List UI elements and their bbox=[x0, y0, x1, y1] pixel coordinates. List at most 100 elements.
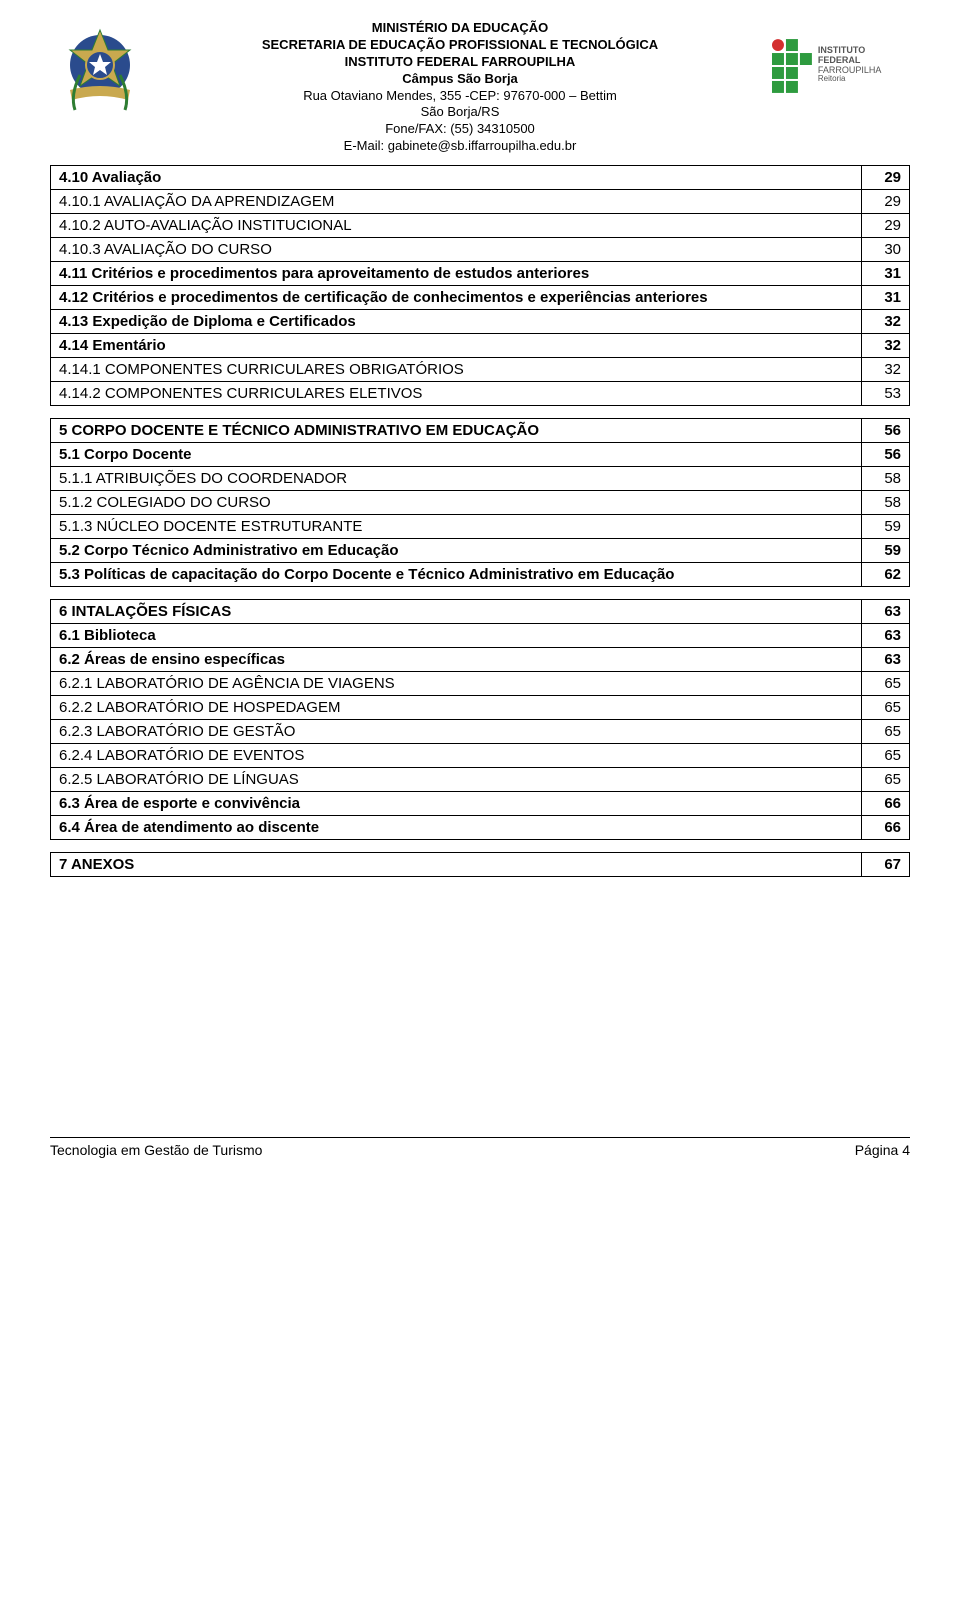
institute-line: INSTITUTO FEDERAL FARROUPILHA bbox=[160, 54, 760, 71]
toc-title-cell: 4.10.2 AUTO-AVALIAÇÃO INSTITUCIONAL bbox=[51, 214, 862, 238]
toc-page-cell: 65 bbox=[862, 720, 910, 744]
header-text-block: MINISTÉRIO DA EDUCAÇÃO SECRETARIA DE EDU… bbox=[160, 20, 760, 155]
toc-row: 5.1.3 NÚCLEO DOCENTE ESTRUTURANTE59 bbox=[51, 515, 910, 539]
toc-title-cell: 5.2 Corpo Técnico Administrativo em Educ… bbox=[51, 539, 862, 563]
address-line: Rua Otaviano Mendes, 355 -CEP: 97670-000… bbox=[160, 88, 760, 105]
campus-line: Câmpus São Borja bbox=[160, 71, 760, 88]
toc-title-cell: 4.11 Critérios e procedimentos para apro… bbox=[51, 262, 862, 286]
table-of-contents: 4.10 Avaliação294.10.1 AVALIAÇÃO DA APRE… bbox=[50, 165, 910, 877]
toc-title-cell: 5.1.1 ATRIBUIÇÕES DO COORDENADOR bbox=[51, 467, 862, 491]
toc-row: 4.10.3 AVALIAÇÃO DO CURSO30 bbox=[51, 238, 910, 262]
toc-page-cell: 63 bbox=[862, 624, 910, 648]
toc-title-cell: 6.3 Área de esporte e convivência bbox=[51, 792, 862, 816]
toc-page-cell: 65 bbox=[862, 768, 910, 792]
toc-page-cell: 59 bbox=[862, 515, 910, 539]
toc-title-cell: 4.10 Avaliação bbox=[51, 166, 862, 190]
toc-title-cell: 5.1.3 NÚCLEO DOCENTE ESTRUTURANTE bbox=[51, 515, 862, 539]
toc-title-cell: 4.12 Critérios e procedimentos de certif… bbox=[51, 286, 862, 310]
toc-title-cell: 6.4 Área de atendimento ao discente bbox=[51, 816, 862, 840]
toc-page-cell: 56 bbox=[862, 419, 910, 443]
toc-page-cell: 58 bbox=[862, 491, 910, 515]
toc-row: 4.10.1 AVALIAÇÃO DA APRENDIZAGEM29 bbox=[51, 190, 910, 214]
toc-row: 6.2.3 LABORATÓRIO DE GESTÃO65 bbox=[51, 720, 910, 744]
ministry-line: MINISTÉRIO DA EDUCAÇÃO bbox=[160, 20, 760, 37]
toc-page-cell: 32 bbox=[862, 334, 910, 358]
brazil-coat-of-arms-icon bbox=[50, 20, 150, 120]
toc-row: 4.10 Avaliação29 bbox=[51, 166, 910, 190]
toc-section-table: 5 CORPO DOCENTE E TÉCNICO ADMINISTRATIVO… bbox=[50, 418, 910, 587]
logo-line3: Reitoria bbox=[818, 75, 910, 84]
toc-row: 5.1 Corpo Docente56 bbox=[51, 443, 910, 467]
toc-row: 4.14 Ementário32 bbox=[51, 334, 910, 358]
toc-title-cell: 6.1 Biblioteca bbox=[51, 624, 862, 648]
footer-left: Tecnologia em Gestão de Turismo bbox=[50, 1142, 262, 1158]
toc-page-cell: 29 bbox=[862, 166, 910, 190]
toc-row: 5.2 Corpo Técnico Administrativo em Educ… bbox=[51, 539, 910, 563]
toc-row: 4.14.1 COMPONENTES CURRICULARES OBRIGATÓ… bbox=[51, 358, 910, 382]
toc-row: 5.1.2 COLEGIADO DO CURSO58 bbox=[51, 491, 910, 515]
toc-title-cell: 6 INTALAÇÕES FÍSICAS bbox=[51, 600, 862, 624]
toc-page-cell: 53 bbox=[862, 382, 910, 406]
toc-row: 4.14.2 COMPONENTES CURRICULARES ELETIVOS… bbox=[51, 382, 910, 406]
toc-page-cell: 29 bbox=[862, 190, 910, 214]
logo-line1: INSTITUTO FEDERAL bbox=[818, 46, 910, 66]
toc-title-cell: 5.1 Corpo Docente bbox=[51, 443, 862, 467]
toc-title-cell: 6.2.1 LABORATÓRIO DE AGÊNCIA DE VIAGENS bbox=[51, 672, 862, 696]
toc-row: 6.2.2 LABORATÓRIO DE HOSPEDAGEM65 bbox=[51, 696, 910, 720]
toc-title-cell: 6.2.2 LABORATÓRIO DE HOSPEDAGEM bbox=[51, 696, 862, 720]
toc-section-table: 4.10 Avaliação294.10.1 AVALIAÇÃO DA APRE… bbox=[50, 165, 910, 406]
toc-page-cell: 30 bbox=[862, 238, 910, 262]
toc-title-cell: 4.14 Ementário bbox=[51, 334, 862, 358]
toc-page-cell: 32 bbox=[862, 358, 910, 382]
toc-section-table: 6 INTALAÇÕES FÍSICAS636.1 Biblioteca636.… bbox=[50, 599, 910, 840]
document-header: MINISTÉRIO DA EDUCAÇÃO SECRETARIA DE EDU… bbox=[50, 20, 910, 155]
toc-page-cell: 67 bbox=[862, 853, 910, 877]
toc-title-cell: 5.1.2 COLEGIADO DO CURSO bbox=[51, 491, 862, 515]
toc-title-cell: 4.10.3 AVALIAÇÃO DO CURSO bbox=[51, 238, 862, 262]
toc-page-cell: 31 bbox=[862, 286, 910, 310]
toc-page-cell: 66 bbox=[862, 816, 910, 840]
toc-row: 4.10.2 AUTO-AVALIAÇÃO INSTITUCIONAL29 bbox=[51, 214, 910, 238]
instituto-federal-logo: INSTITUTO FEDERAL FARROUPILHA Reitoria bbox=[770, 20, 910, 110]
toc-title-cell: 4.10.1 AVALIAÇÃO DA APRENDIZAGEM bbox=[51, 190, 862, 214]
toc-page-cell: 63 bbox=[862, 600, 910, 624]
toc-title-cell: 4.13 Expedição de Diploma e Certificados bbox=[51, 310, 862, 334]
toc-page-cell: 59 bbox=[862, 539, 910, 563]
toc-row: 6.2 Áreas de ensino específicas63 bbox=[51, 648, 910, 672]
toc-row: 5.1.1 ATRIBUIÇÕES DO COORDENADOR58 bbox=[51, 467, 910, 491]
toc-title-cell: 7 ANEXOS bbox=[51, 853, 862, 877]
if-logo-text: INSTITUTO FEDERAL FARROUPILHA Reitoria bbox=[818, 46, 910, 84]
toc-row: 4.11 Critérios e procedimentos para apro… bbox=[51, 262, 910, 286]
toc-row: 6.4 Área de atendimento ao discente66 bbox=[51, 816, 910, 840]
toc-page-cell: 32 bbox=[862, 310, 910, 334]
toc-row: 6.2.4 LABORATÓRIO DE EVENTOS65 bbox=[51, 744, 910, 768]
toc-row: 6 INTALAÇÕES FÍSICAS63 bbox=[51, 600, 910, 624]
toc-row: 4.12 Critérios e procedimentos de certif… bbox=[51, 286, 910, 310]
toc-page-cell: 62 bbox=[862, 563, 910, 587]
toc-title-cell: 6.2 Áreas de ensino específicas bbox=[51, 648, 862, 672]
toc-page-cell: 65 bbox=[862, 744, 910, 768]
toc-title-cell: 5 CORPO DOCENTE E TÉCNICO ADMINISTRATIVO… bbox=[51, 419, 862, 443]
toc-row: 5 CORPO DOCENTE E TÉCNICO ADMINISTRATIVO… bbox=[51, 419, 910, 443]
toc-row: 6.2.5 LABORATÓRIO DE LÍNGUAS65 bbox=[51, 768, 910, 792]
toc-page-cell: 31 bbox=[862, 262, 910, 286]
toc-row: 6.2.1 LABORATÓRIO DE AGÊNCIA DE VIAGENS6… bbox=[51, 672, 910, 696]
footer-right: Página 4 bbox=[855, 1142, 910, 1158]
secretariat-line: SECRETARIA DE EDUCAÇÃO PROFISSIONAL E TE… bbox=[160, 37, 760, 54]
page-footer: Tecnologia em Gestão de Turismo Página 4 bbox=[50, 1137, 910, 1158]
toc-page-cell: 58 bbox=[862, 467, 910, 491]
email-line: E-Mail: gabinete@sb.iffarroupilha.edu.br bbox=[160, 138, 760, 155]
toc-title-cell: 6.2.5 LABORATÓRIO DE LÍNGUAS bbox=[51, 768, 862, 792]
toc-title-cell: 4.14.2 COMPONENTES CURRICULARES ELETIVOS bbox=[51, 382, 862, 406]
toc-row: 4.13 Expedição de Diploma e Certificados… bbox=[51, 310, 910, 334]
toc-page-cell: 63 bbox=[862, 648, 910, 672]
toc-page-cell: 65 bbox=[862, 672, 910, 696]
city-line: São Borja/RS bbox=[160, 104, 760, 121]
toc-page-cell: 56 bbox=[862, 443, 910, 467]
toc-title-cell: 6.2.4 LABORATÓRIO DE EVENTOS bbox=[51, 744, 862, 768]
toc-row: 5.3 Políticas de capacitação do Corpo Do… bbox=[51, 563, 910, 587]
toc-title-cell: 4.14.1 COMPONENTES CURRICULARES OBRIGATÓ… bbox=[51, 358, 862, 382]
toc-page-cell: 66 bbox=[862, 792, 910, 816]
toc-title-cell: 5.3 Políticas de capacitação do Corpo Do… bbox=[51, 563, 862, 587]
if-grid-icon bbox=[770, 37, 814, 93]
